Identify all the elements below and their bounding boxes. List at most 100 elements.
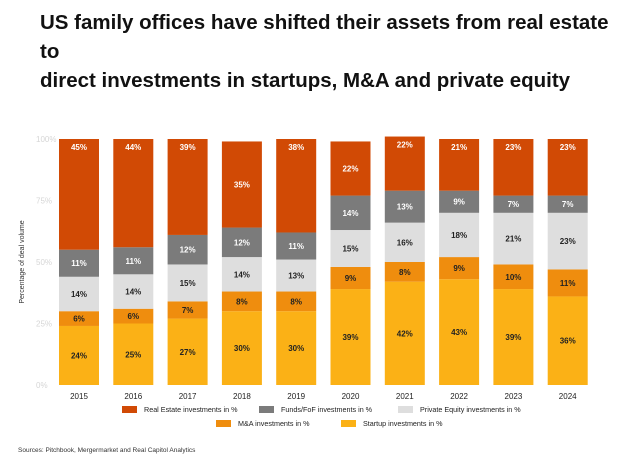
data-label: 23% (505, 143, 521, 152)
x-tick-label: 2016 (124, 392, 142, 401)
legend-label: Funds/FoF investments in % (281, 405, 373, 414)
y-tick-label: 0% (36, 381, 48, 390)
data-label: 13% (288, 272, 304, 281)
bar-segment (276, 139, 317, 233)
data-label: 6% (73, 315, 85, 324)
data-label: 11% (288, 242, 304, 251)
bar-segment (276, 232, 317, 260)
bar-segment (547, 195, 588, 213)
legend-swatch (341, 420, 356, 427)
data-label: 30% (234, 344, 250, 353)
data-label: 44% (125, 143, 141, 152)
data-label: 11% (71, 259, 87, 268)
bar-segment (221, 141, 262, 228)
bar-segment (384, 281, 425, 385)
data-label: 14% (342, 209, 358, 218)
bar-segment (547, 269, 588, 297)
y-axis-label: Percentage of deal volume (19, 220, 26, 303)
y-tick-label: 100% (36, 135, 56, 144)
chart-title: US family offices have shifted their ass… (40, 8, 610, 95)
data-label: 42% (397, 329, 413, 338)
data-label: 21% (505, 235, 521, 244)
data-label: 14% (234, 270, 250, 279)
data-label: 7% (182, 306, 194, 315)
bar-segment (439, 279, 480, 385)
legend-swatch (398, 406, 413, 413)
bar-segment (493, 195, 534, 213)
bar-segment (113, 308, 154, 324)
x-tick-label: 2022 (450, 392, 468, 401)
x-tick-label: 2019 (287, 392, 305, 401)
x-tick-label: 2017 (179, 392, 197, 401)
bar-segment (330, 289, 371, 385)
data-label: 39% (342, 333, 358, 342)
bar-segment (384, 222, 425, 262)
bar-segment (384, 190, 425, 223)
bar-segment (330, 230, 371, 267)
bar-segment (167, 139, 208, 235)
x-tick-label: 2021 (396, 392, 414, 401)
legend-label: Private Equity investments in % (420, 405, 521, 414)
data-label: 15% (342, 244, 358, 253)
bar-segment (547, 296, 588, 385)
bar-segment (276, 291, 317, 312)
bar-segment (167, 318, 208, 385)
bar-segment (493, 139, 534, 196)
data-label: 30% (288, 344, 304, 353)
bar-segment (59, 311, 99, 326)
bar-segment (330, 266, 371, 290)
data-label: 6% (128, 312, 140, 321)
data-label: 9% (453, 198, 465, 207)
data-label: 27% (180, 348, 196, 357)
data-label: 12% (180, 246, 196, 255)
bar-segment (59, 139, 99, 250)
bar-segment (59, 249, 99, 277)
data-label: 39% (180, 143, 196, 152)
data-label: 23% (560, 237, 576, 246)
bar-segment (59, 276, 99, 312)
data-label: 23% (560, 143, 576, 152)
data-label: 9% (345, 274, 357, 283)
data-label: 8% (290, 297, 302, 306)
bar-segment (276, 311, 317, 385)
y-tick-label: 50% (36, 258, 52, 267)
y-tick-label: 25% (36, 320, 52, 329)
data-label: 7% (562, 200, 574, 209)
x-tick-label: 2023 (505, 392, 523, 401)
data-label: 38% (288, 143, 304, 152)
bar-segment (221, 291, 262, 312)
data-label: 18% (451, 231, 467, 240)
data-label: 9% (453, 264, 465, 273)
x-tick-label: 2015 (70, 392, 88, 401)
legend-label: Startup investments in % (363, 419, 443, 428)
chart-title-line-2: direct investments in startups, M&A and … (40, 69, 571, 92)
data-label: 45% (71, 143, 87, 152)
data-label: 14% (125, 288, 141, 297)
legend-swatch (122, 406, 137, 413)
bar-segment (276, 259, 317, 292)
data-label: 35% (234, 181, 250, 190)
bar-segment (330, 141, 371, 196)
chart-title-line-1: US family offices have shifted their ass… (40, 11, 609, 63)
data-label: 36% (560, 337, 576, 346)
bar-segment (221, 311, 262, 385)
source-note: Sources: Pitchbook, Mergermarket and Rea… (18, 447, 196, 454)
data-label: 43% (451, 328, 467, 337)
x-tick-label: 2020 (342, 392, 360, 401)
data-label: 39% (505, 333, 521, 342)
data-label: 22% (342, 165, 358, 174)
data-label: 12% (234, 238, 250, 247)
bar-segment (167, 234, 208, 265)
bar-segment (330, 195, 371, 231)
bar-segment (167, 264, 208, 302)
data-label: 21% (451, 143, 467, 152)
legend-label: Real Estate investments in % (144, 405, 238, 414)
bar-segment (113, 274, 154, 309)
y-tick-label: 75% (36, 197, 52, 206)
data-label: 8% (236, 297, 248, 306)
legend-swatch (259, 406, 274, 413)
x-tick-label: 2024 (559, 392, 577, 401)
bar-segment (167, 301, 208, 319)
data-label: 25% (125, 350, 141, 359)
